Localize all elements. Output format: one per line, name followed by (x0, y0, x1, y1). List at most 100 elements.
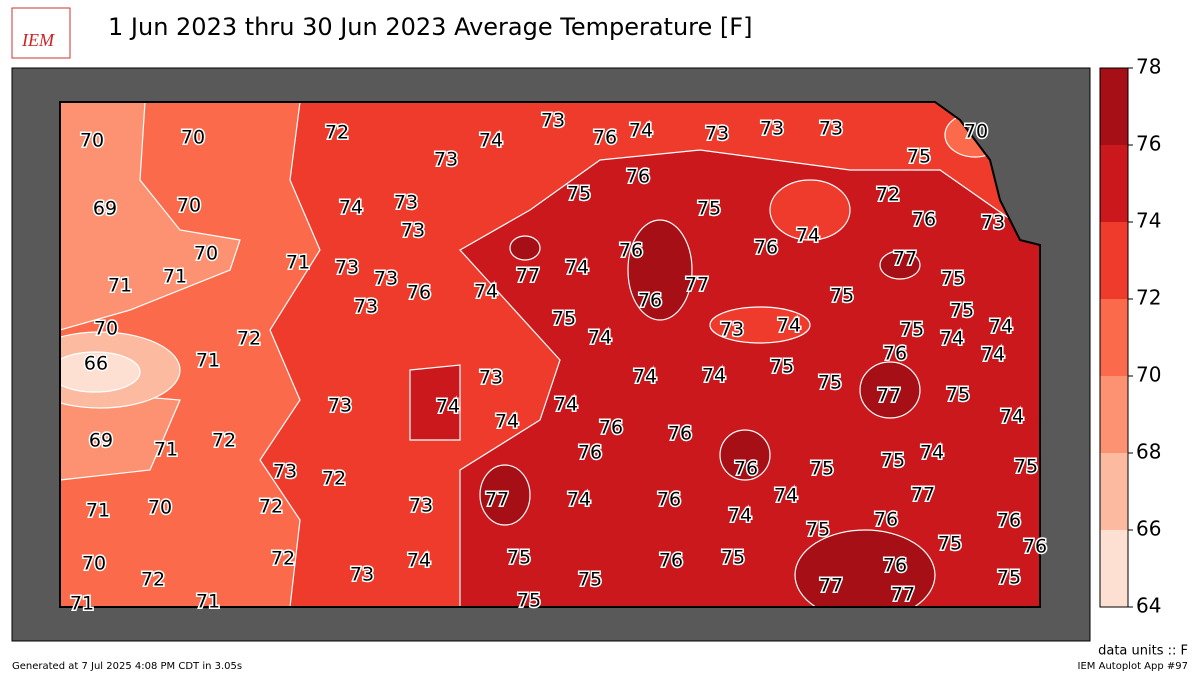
station-value: 75 (907, 146, 931, 168)
station-value: 73 (350, 564, 374, 586)
station-value: 74 (407, 550, 431, 572)
contour-fill (509, 235, 541, 261)
station-value: 72 (259, 496, 283, 518)
station-value: 76 (883, 343, 907, 365)
station-value: 77 (893, 248, 917, 270)
logo: IEM (21, 30, 55, 50)
contour-fill (769, 179, 851, 241)
colorbar-tick-label: 64 (1136, 594, 1161, 618)
station-value: 77 (685, 274, 709, 296)
station-value: 74 (633, 366, 657, 388)
station-value: 76 (578, 442, 602, 464)
station-value: 74 (940, 328, 964, 350)
station-value: 71 (196, 350, 220, 372)
station-value: 73 (409, 495, 433, 517)
station-value: 75 (900, 319, 924, 341)
station-value: 73 (541, 110, 565, 132)
station-value: 73 (401, 220, 425, 242)
station-value: 74 (554, 394, 578, 416)
contour-fill (60, 351, 141, 393)
station-value: 74 (981, 344, 1005, 366)
station-value: 70 (94, 318, 118, 340)
station-value: 74 (588, 327, 612, 349)
station-value: 77 (891, 584, 915, 606)
station-value: 75 (552, 308, 576, 330)
contour-fill (859, 361, 921, 419)
station-value: 73 (335, 257, 359, 279)
station-value: 75 (697, 198, 721, 220)
station-value: 76 (638, 290, 662, 312)
station-value: 77 (911, 484, 935, 506)
colorbar-tick-label: 76 (1136, 132, 1161, 156)
station-value: 72 (271, 548, 295, 570)
colorbar-bin (1100, 68, 1128, 145)
station-value: 76 (997, 510, 1021, 532)
station-value: 75 (938, 533, 962, 555)
station-value: 71 (108, 275, 132, 297)
station-value: 75 (997, 567, 1021, 589)
station-value: 74 (796, 225, 820, 247)
station-value: 76 (593, 127, 617, 149)
station-value: 77 (485, 489, 509, 511)
colorbar-tick-label: 66 (1136, 517, 1161, 541)
station-value: 71 (196, 591, 220, 613)
station-value: 70 (181, 127, 205, 149)
station-value: 70 (194, 243, 218, 265)
station-value: 71 (286, 252, 310, 274)
station-value: 76 (659, 550, 683, 572)
station-value: 74 (495, 411, 519, 433)
station-value: 76 (657, 489, 681, 511)
station-value: 70 (80, 130, 104, 152)
station-value: 70 (148, 497, 172, 519)
station-value: 74 (1000, 406, 1024, 428)
station-value: 74 (774, 485, 798, 507)
station-value: 73 (434, 149, 458, 171)
station-value: 72 (322, 468, 346, 490)
colorbar-bin (1100, 145, 1128, 222)
station-value: 76 (754, 237, 778, 259)
station-value: 73 (981, 212, 1005, 234)
station-value: 74 (989, 316, 1013, 338)
colorbar-tick-label: 72 (1136, 286, 1161, 310)
station-value: 73 (720, 319, 744, 341)
station-value: 75 (567, 183, 591, 205)
station-value: 75 (517, 590, 541, 612)
station-value: 75 (810, 458, 834, 480)
station-value: 75 (881, 450, 905, 472)
station-value: 76 (1023, 536, 1047, 558)
colorbar-tick-label: 70 (1136, 363, 1161, 387)
station-value: 74 (777, 315, 801, 337)
station-value: 76 (668, 423, 692, 445)
contour-fill (879, 250, 921, 280)
station-value: 75 (507, 547, 531, 569)
colorbar-bin (1100, 376, 1128, 453)
station-value: 74 (629, 120, 653, 142)
station-value: 75 (806, 519, 830, 541)
contour-fill (794, 529, 936, 607)
station-value: 76 (599, 417, 623, 439)
station-value: 72 (237, 328, 261, 350)
station-value: 77 (819, 575, 843, 597)
station-value: 74 (920, 442, 944, 464)
station-value: 76 (407, 282, 431, 304)
colorbar-tick-label: 78 (1136, 55, 1161, 79)
station-value: 75 (770, 356, 794, 378)
station-value: 74 (436, 396, 460, 418)
station-value: 73 (374, 268, 398, 290)
station-value: 71 (70, 593, 94, 615)
station-value: 69 (93, 198, 117, 220)
contour-fill (60, 102, 241, 331)
contour-fill (409, 364, 461, 441)
station-value: 73 (705, 123, 729, 145)
station-value: 75 (830, 285, 854, 307)
station-value: 71 (163, 266, 187, 288)
contour-fill (479, 464, 531, 526)
station-value: 77 (516, 265, 540, 287)
station-value: 72 (141, 569, 165, 591)
station-value: 77 (877, 385, 901, 407)
station-value: 70 (82, 553, 106, 575)
station-value: 71 (86, 500, 110, 522)
